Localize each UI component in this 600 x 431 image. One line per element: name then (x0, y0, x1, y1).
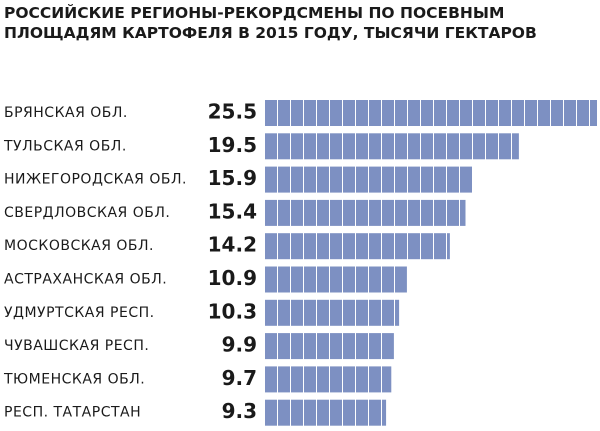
chart-title: ПЛОЩАДЯМ КАРТОФЕЛЯ В 2015 ГОДУ, ТЫСЯЧИ Г… (4, 24, 537, 42)
bar (265, 133, 519, 160)
bar (265, 333, 394, 360)
bar (265, 199, 466, 226)
value-label: 25.5 (208, 100, 257, 124)
bar (265, 399, 387, 426)
chart-title: РОССИЙСКИЕ РЕГИОНЫ-РЕКОРДСМЕНЫ ПО ПОСЕВН… (4, 3, 504, 22)
bar (265, 100, 597, 126)
category-label: АСТРАХАНСКАЯ ОБЛ. (4, 272, 167, 288)
category-label: ТУЛЬСКАЯ ОБЛ. (3, 138, 127, 154)
value-label: 14.2 (208, 233, 257, 257)
category-label: УДМУРТСКАЯ РЕСП. (4, 305, 155, 321)
value-label: 9.7 (222, 366, 257, 390)
bar (265, 366, 392, 393)
category-label: СВЕРДЛОВСКАЯ ОБЛ. (4, 205, 170, 221)
bar (265, 233, 450, 260)
category-label: ЧУВАШСКАЯ РЕСП. (4, 338, 149, 354)
value-label: 19.5 (208, 133, 257, 157)
category-label: ТЮМЕНСКАЯ ОБЛ. (3, 371, 145, 387)
value-label: 10.9 (208, 266, 257, 290)
bar (265, 299, 400, 326)
value-label: 15.4 (208, 199, 257, 223)
value-label: 9.9 (222, 333, 257, 357)
bar (265, 266, 407, 293)
category-label: МОСКОВСКАЯ ОБЛ. (4, 238, 154, 254)
category-label: БРЯНСКАЯ ОБЛ. (4, 105, 128, 121)
category-label: РЕСП. ТАТАРСТАН (4, 405, 141, 421)
category-label: НИЖЕГОРОДСКАЯ ОБЛ. (4, 172, 187, 188)
value-label: 9.3 (222, 399, 257, 423)
bar (265, 166, 473, 193)
value-label: 10.3 (208, 299, 257, 323)
value-label: 15.9 (208, 166, 257, 190)
